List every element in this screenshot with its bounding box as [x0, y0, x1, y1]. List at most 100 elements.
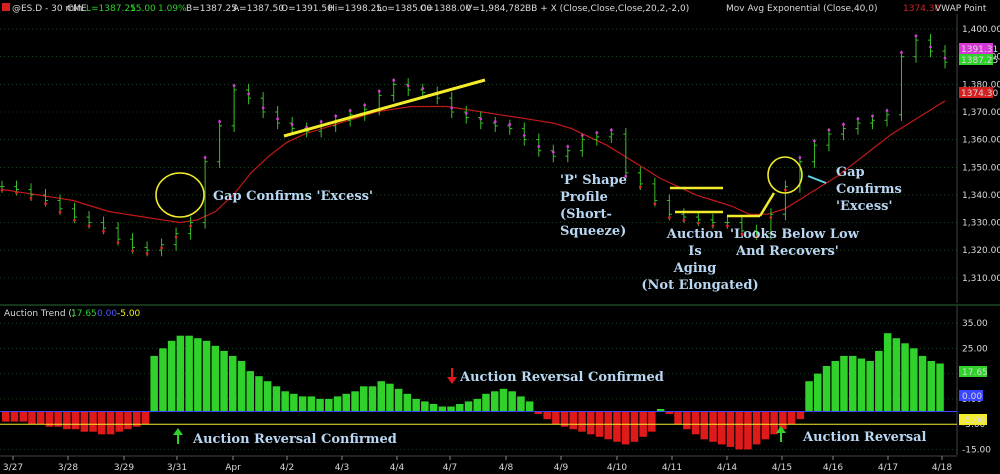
vwap-point [740, 232, 744, 236]
histogram-bar [351, 391, 359, 412]
reversal-label-3: Auction Reversal [802, 430, 927, 445]
indicator-pane: Auction Trend () 17.65 0.00 -5.00 35.00 2… [0, 306, 991, 455]
price-tick-label: 1,310.00 [962, 274, 1000, 284]
histogram-bar [141, 411, 150, 425]
histogram-bar [438, 406, 447, 412]
x-tick-label: 4/9 [554, 463, 569, 473]
vwap-indicator-label: VWAP Point [935, 4, 987, 14]
histogram-bar [744, 411, 752, 450]
histogram-bar [822, 366, 831, 412]
histogram-bar [45, 411, 54, 427]
p-shape-line-1: 'P' Shape [560, 173, 627, 188]
histogram-bar [194, 338, 202, 412]
histogram-bar [342, 393, 350, 412]
last-price: L=1387.25 [86, 4, 136, 14]
p-shape-line-3: (Short- [560, 207, 612, 222]
price-bar [391, 78, 397, 102]
x-tick-label: 4/17 [878, 463, 898, 473]
vwap-point [131, 249, 134, 253]
histogram-bar [779, 411, 787, 430]
histogram-bar [656, 409, 665, 412]
histogram-bar [770, 411, 778, 435]
histogram-bar [700, 411, 708, 440]
looks-below-line-2: And Recovers' [735, 244, 839, 259]
histogram-bar [691, 411, 700, 435]
histogram-bar [569, 411, 577, 430]
vwap-point [116, 241, 120, 244]
vwap-point [203, 156, 207, 160]
bid-price: B=1387.25 [186, 4, 237, 14]
price-tick-label: 1,370.00 [962, 108, 1000, 118]
vwap-point [348, 109, 352, 113]
vwap-point [696, 221, 700, 225]
histogram-bar [630, 411, 639, 442]
price-tick-label: 1,380.00 [962, 80, 1000, 90]
vwap-price-box [959, 43, 993, 54]
vwap-point [798, 156, 802, 160]
ema-indicator-value: 1374.30 [903, 4, 940, 14]
vwap-point [406, 84, 410, 88]
look-below-recover-line [758, 192, 776, 217]
vwap-point [290, 123, 294, 126]
price-bar [449, 92, 455, 119]
x-tick-label: 4/15 [772, 463, 792, 473]
price-bar [260, 92, 266, 119]
low-price: Lo=1385.00 [377, 4, 432, 14]
indicator-value-3-label: -5.00 [962, 416, 986, 426]
histogram-bar [473, 398, 481, 412]
x-tick-label: 4/8 [499, 463, 514, 473]
price-bar [507, 119, 513, 135]
indicator-value-2-label: 0.00 [962, 392, 982, 402]
p-shape-line-2: Profile [560, 190, 608, 205]
vwap-point [276, 117, 280, 121]
price-bars [0, 34, 948, 257]
histogram-bar [159, 348, 167, 412]
indicator-value-1-box [959, 366, 987, 377]
histogram-bar [89, 411, 97, 432]
histogram-bar [761, 411, 770, 440]
vwap-point [624, 174, 628, 178]
indicator-name: Auction Trend () [4, 309, 75, 319]
x-tick-label: 3/27 [3, 463, 23, 473]
histogram-bar [464, 401, 473, 412]
vwap-point [174, 235, 178, 239]
vwap-point [537, 145, 541, 148]
x-tick-label: 4/7 [443, 463, 457, 473]
histogram-bar [220, 350, 228, 412]
price-bar [666, 194, 672, 221]
histogram-bar [263, 381, 272, 412]
histogram-bar [360, 386, 368, 412]
histogram-bar [718, 411, 726, 445]
auction-aging-line-4: (Not Elongated) [641, 278, 758, 293]
price-bar [811, 139, 817, 168]
p-shape-line-4: Squeeze) [560, 224, 626, 239]
histogram-bar [211, 345, 220, 412]
vwap-point [856, 117, 860, 121]
vwap-point [784, 188, 787, 192]
vwap-point [551, 150, 555, 154]
x-tick-label: 4/11 [662, 463, 682, 473]
vwap-point [842, 123, 845, 126]
histogram-bar [875, 350, 883, 412]
histogram-bar [255, 376, 263, 412]
vwap-point [421, 87, 425, 90]
histogram-bar [447, 406, 455, 412]
vwap-point [943, 56, 947, 60]
histogram-bar [272, 386, 281, 412]
histogram-bar [857, 358, 866, 412]
auction-aging-line-3: Aging [673, 261, 717, 276]
histogram-bar [429, 404, 438, 412]
vwap-point [392, 78, 396, 82]
vwap-point [522, 134, 526, 137]
gap-excess-line-1: Gap [836, 165, 865, 180]
price-bar [231, 83, 237, 132]
price-pane: 1,310.00 1,320.00 1,330.00 1,340.00 1,350.00… [0, 14, 1000, 303]
histogram-bar [665, 411, 674, 414]
gap-circle-2 [767, 156, 803, 194]
histogram-bar [133, 411, 141, 427]
price-bar [623, 128, 629, 179]
histogram-bar [787, 411, 796, 425]
vwap-point [334, 114, 338, 118]
